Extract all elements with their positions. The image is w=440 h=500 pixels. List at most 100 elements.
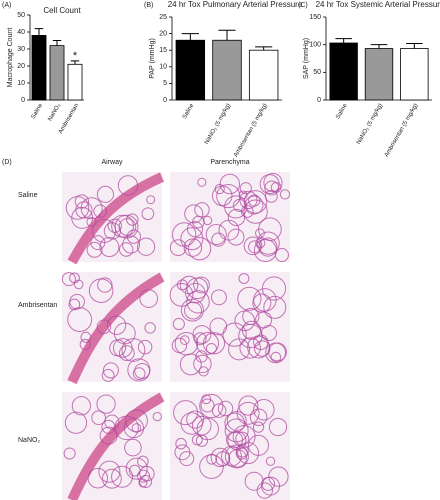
panel-label: (A) (2, 2, 11, 9)
tissue (169, 273, 287, 377)
alveolus (117, 175, 139, 196)
alveolus (199, 393, 224, 419)
alveolus (191, 415, 212, 436)
alveolus (265, 456, 276, 466)
alveolus (112, 338, 133, 358)
alveolus (274, 248, 289, 263)
alveolus (183, 238, 203, 257)
y-tick-label: 30 (17, 46, 25, 53)
alveolus (63, 447, 76, 460)
chart-title: 24 hr Tox Systemic Arterial Pressure (316, 0, 440, 9)
alveolus (255, 237, 266, 249)
alveolus (253, 398, 275, 421)
column-label: Airway (101, 159, 123, 166)
alveolus (255, 228, 265, 239)
x-tick-label: Saline (335, 102, 349, 120)
y-tick-label: 15 (159, 47, 167, 54)
alveolus (248, 194, 261, 207)
alveolus (86, 216, 97, 227)
y-tick-label: 10 (17, 80, 25, 87)
alveolus (243, 190, 268, 214)
alveolus (79, 338, 91, 351)
tissue (63, 392, 165, 500)
alveolus (261, 276, 287, 301)
alveolus (104, 414, 120, 430)
alveolus (244, 195, 264, 215)
alveolus (198, 366, 209, 377)
alveolus (96, 394, 116, 414)
x-tick-label: Saline (31, 102, 45, 120)
alveolus (125, 457, 148, 480)
bar (364, 48, 394, 101)
alveolus (238, 273, 250, 284)
y-axis-label: SAP (mmHg) (303, 38, 310, 79)
alveolus (80, 331, 92, 343)
alveolus (255, 311, 273, 329)
alveolus (268, 417, 288, 437)
bar (329, 42, 358, 101)
alveolus (172, 317, 185, 331)
x-tick-label: NaNO₂ (5 mg/kg) (356, 103, 384, 146)
significance-label: * (73, 50, 78, 62)
alveolus (238, 395, 259, 416)
alveolus (249, 408, 268, 427)
y-tick-label: 0 (163, 97, 167, 104)
y-tick-label: 20 (159, 30, 167, 37)
y-tick-label: 50 (17, 12, 25, 19)
alveolus (263, 295, 287, 319)
alveolus (279, 189, 291, 200)
alveolus (111, 214, 134, 238)
alveolus (132, 367, 146, 380)
alveolus (226, 431, 244, 449)
alveolus (179, 451, 195, 467)
alveolus (187, 236, 212, 261)
alveolus (217, 400, 234, 417)
alveolus (99, 237, 120, 257)
panel-label: (D) (2, 159, 12, 166)
chart-title: Cell Count (43, 6, 81, 15)
x-tick-label: Ambrisentan (5 mg/kg) (233, 103, 269, 159)
y-axis-label: PAP (mmHg) (149, 38, 156, 79)
alveolus (210, 447, 230, 468)
alveolus (202, 215, 213, 226)
tissue (173, 393, 289, 499)
row-label: Saline (18, 192, 38, 199)
alveolus (237, 442, 260, 465)
alveolus (71, 396, 91, 416)
alveolus (179, 335, 190, 345)
bar (49, 45, 65, 101)
y-tick-label: 0 (21, 97, 25, 104)
alveolus (194, 202, 210, 218)
alveolus (146, 195, 156, 205)
alveolus (193, 332, 207, 346)
y-tick-label: 0 (317, 97, 321, 104)
tissue (169, 173, 291, 263)
alveolus (65, 196, 90, 220)
y-tick-label: 20 (17, 63, 25, 70)
alveolus (91, 410, 106, 426)
alveolus (174, 444, 191, 461)
alveolus (101, 468, 122, 489)
alveolus (205, 223, 227, 246)
alveolus (96, 319, 112, 334)
alveolus (268, 342, 287, 362)
alveolus (152, 412, 162, 422)
alveolus (68, 298, 81, 311)
bar (67, 63, 83, 101)
alveolus (169, 239, 187, 257)
alveolus (237, 286, 262, 311)
alveolus (87, 468, 109, 489)
bar (31, 35, 47, 101)
alveolus (243, 199, 268, 224)
alveolus (268, 466, 289, 487)
alveolus (264, 189, 278, 203)
x-tick-label: NaNO₂ (5 mg/kg) (204, 103, 232, 146)
alveolus (64, 411, 88, 434)
alveolus (186, 290, 210, 314)
alveolus (175, 437, 187, 450)
alveolus (111, 465, 134, 488)
x-tick-label: Ambrisentan (58, 103, 80, 135)
alveolus (102, 362, 119, 379)
y-tick-label: 25 (159, 14, 167, 21)
